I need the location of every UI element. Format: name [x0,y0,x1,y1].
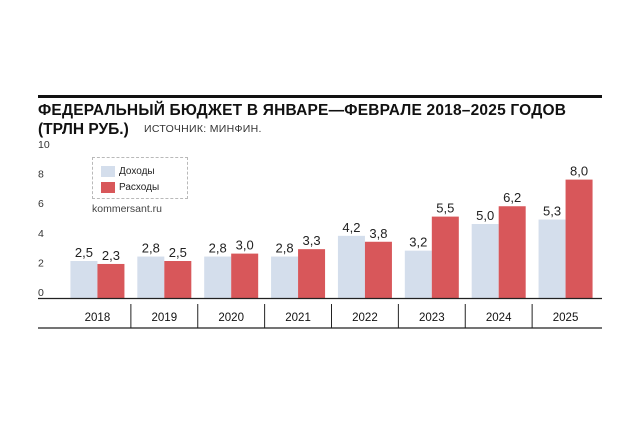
y-tick-label: 4 [38,228,44,240]
legend: Доходы Расходы [92,157,188,199]
value-label-expense: 8,0 [570,164,588,179]
x-tick-label: 2023 [419,312,445,324]
bar-expense [565,179,593,298]
value-label-expense: 2,5 [169,245,187,260]
x-tick-label: 2021 [285,312,311,324]
y-tick-label: 10 [38,139,50,151]
value-label-income: 2,8 [142,241,160,256]
value-label-expense: 3,0 [236,238,254,253]
x-tick-label: 2019 [152,312,178,324]
legend-swatch-expense [101,182,115,193]
bar-income [204,256,232,298]
chart-title-units: (ТРЛН РУБ.) [38,121,129,138]
bar-income [337,235,365,298]
value-label-expense: 6,2 [503,190,521,205]
bar-income [70,261,98,298]
x-tick-label: 2020 [218,312,244,324]
bar-expense [164,261,192,298]
bar-income [404,250,432,298]
x-tick-label: 2018 [85,312,111,324]
bar-expense [364,241,392,298]
y-tick-label: 8 [38,169,44,181]
x-tick-label: 2024 [486,312,512,324]
y-tick-label: 6 [38,198,44,210]
value-label-income: 3,2 [409,235,427,250]
legend-label-income: Доходы [119,166,155,177]
bar-income [538,219,566,298]
bar-income [471,224,499,298]
legend-label-expense: Расходы [119,182,160,193]
title-rule [38,95,602,98]
value-label-income: 5,3 [543,204,561,219]
value-label-expense: 5,5 [436,201,454,216]
value-label-income: 2,8 [209,241,227,256]
value-label-income: 2,5 [75,245,93,260]
bar-expense [97,263,125,298]
bar-income [137,256,165,298]
value-label-expense: 2,3 [102,248,120,263]
x-tick-label: 2025 [553,312,579,324]
value-label-expense: 3,8 [369,226,387,241]
bar-expense [498,206,526,298]
value-label-income: 4,2 [342,220,360,235]
value-label-income: 2,8 [276,241,294,256]
y-tick-label: 0 [38,287,44,299]
value-label-income: 5,0 [476,208,494,223]
bar-income [271,256,299,298]
legend-swatch-income [101,166,115,177]
x-tick-label: 2022 [352,312,378,324]
site-credit: kommersant.ru [92,203,163,215]
bar-expense [298,249,326,298]
source-note: ИСТОЧНИК: МИНФИН. [144,123,262,135]
y-tick-label: 2 [38,257,44,269]
chart-title: ФЕДЕРАЛЬНЫЙ БЮДЖЕТ В ЯНВАРЕ—ФЕВРАЛЕ 2018… [38,102,567,119]
bar-expense [231,253,259,298]
bar-expense [431,216,459,298]
value-label-expense: 3,3 [303,233,321,248]
